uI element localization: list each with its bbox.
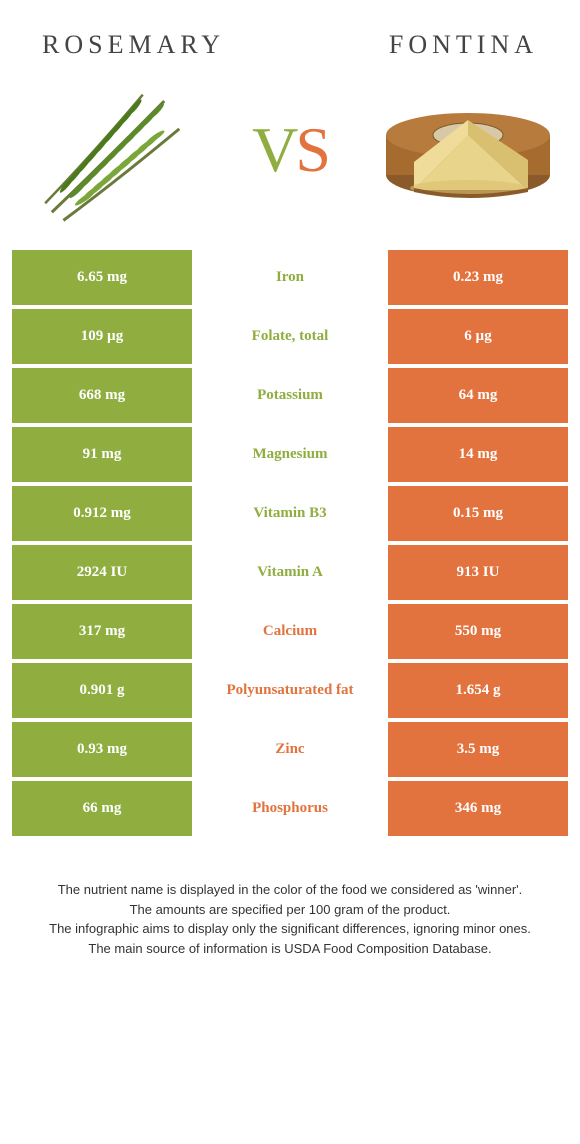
footer-line-2: The amounts are specified per 100 gram o… — [32, 900, 548, 920]
vs-v: V — [252, 114, 295, 185]
right-value: 346 mg — [388, 781, 568, 836]
nutrient-label: Calcium — [192, 604, 388, 659]
footer-line-4: The main source of information is USDA F… — [32, 939, 548, 959]
footer-line-3: The infographic aims to display only the… — [32, 919, 548, 939]
right-value: 1.654 g — [388, 663, 568, 718]
left-value: 668 mg — [12, 368, 192, 423]
left-value: 109 µg — [12, 309, 192, 364]
nutrient-row: 6.65 mgIron0.23 mg — [12, 250, 568, 305]
footer-notes: The nutrient name is displayed in the co… — [12, 840, 568, 978]
right-value: 64 mg — [388, 368, 568, 423]
nutrient-row: 0.912 mgVitamin B30.15 mg — [12, 486, 568, 541]
nutrient-row: 2924 IUVitamin A913 IU — [12, 545, 568, 600]
right-value: 0.23 mg — [388, 250, 568, 305]
nutrient-table: 6.65 mgIron0.23 mg109 µgFolate, total6 µ… — [12, 250, 568, 836]
fontina-image — [368, 80, 558, 220]
nutrient-label: Folate, total — [192, 309, 388, 364]
right-food-title: Fontina — [389, 30, 538, 60]
footer-line-1: The nutrient name is displayed in the co… — [32, 880, 548, 900]
nutrient-label: Zinc — [192, 722, 388, 777]
hero-row: VS — [12, 80, 568, 250]
rosemary-image — [22, 80, 212, 220]
nutrient-row: 109 µgFolate, total6 µg — [12, 309, 568, 364]
right-value: 913 IU — [388, 545, 568, 600]
left-value: 66 mg — [12, 781, 192, 836]
header-row: Rosemary Fontina — [12, 20, 568, 80]
nutrient-label: Phosphorus — [192, 781, 388, 836]
left-value: 6.65 mg — [12, 250, 192, 305]
left-value: 317 mg — [12, 604, 192, 659]
nutrient-row: 91 mgMagnesium14 mg — [12, 427, 568, 482]
left-value: 0.912 mg — [12, 486, 192, 541]
nutrient-row: 317 mgCalcium550 mg — [12, 604, 568, 659]
nutrient-row: 66 mgPhosphorus346 mg — [12, 781, 568, 836]
right-value: 6 µg — [388, 309, 568, 364]
nutrient-label: Vitamin A — [192, 545, 388, 600]
right-value: 0.15 mg — [388, 486, 568, 541]
infographic-container: Rosemary Fontina — [0, 0, 580, 978]
right-value: 550 mg — [388, 604, 568, 659]
nutrient-label: Vitamin B3 — [192, 486, 388, 541]
vs-s: S — [295, 114, 328, 185]
nutrient-label: Potassium — [192, 368, 388, 423]
nutrient-row: 668 mgPotassium64 mg — [12, 368, 568, 423]
left-value: 91 mg — [12, 427, 192, 482]
nutrient-label: Magnesium — [192, 427, 388, 482]
right-value: 3.5 mg — [388, 722, 568, 777]
left-value: 2924 IU — [12, 545, 192, 600]
nutrient-label: Iron — [192, 250, 388, 305]
nutrient-row: 0.901 gPolyunsaturated fat1.654 g — [12, 663, 568, 718]
nutrient-label: Polyunsaturated fat — [192, 663, 388, 718]
vs-label: VS — [252, 113, 328, 187]
right-value: 14 mg — [388, 427, 568, 482]
nutrient-row: 0.93 mgZinc3.5 mg — [12, 722, 568, 777]
left-food-title: Rosemary — [42, 30, 225, 60]
left-value: 0.901 g — [12, 663, 192, 718]
left-value: 0.93 mg — [12, 722, 192, 777]
